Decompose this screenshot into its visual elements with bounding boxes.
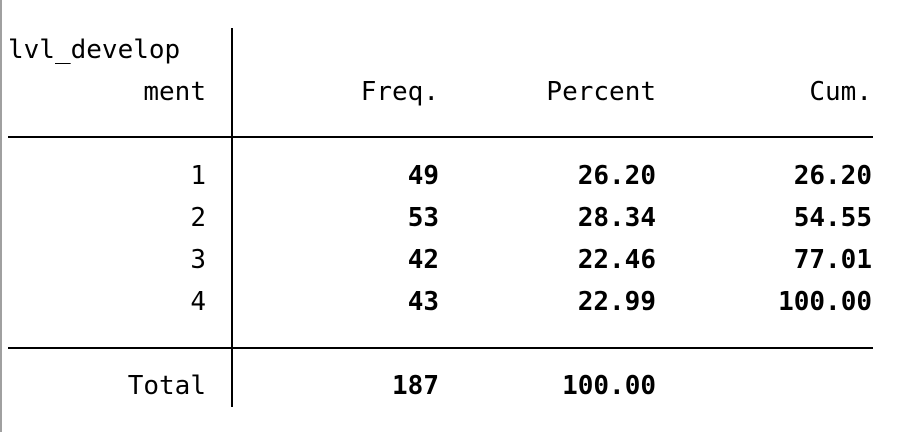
row-freq: 42: [407, 245, 439, 275]
column-header-cum: Cum.: [809, 77, 872, 107]
row-cum: 100.00: [778, 287, 872, 317]
column-header-percent: Percent: [546, 77, 656, 107]
row-value: 3: [190, 245, 206, 275]
column-separator: [231, 28, 233, 407]
variable-header-line-2: ment: [143, 77, 206, 107]
row-freq: 49: [407, 161, 439, 191]
row-cum: 54.55: [793, 203, 872, 233]
row-cum: 77.01: [793, 245, 872, 275]
variable-header-line-1: lvl_develop: [8, 35, 181, 65]
column-header-freq: Freq.: [360, 77, 439, 107]
total-percent: 100.00: [562, 371, 656, 401]
row-percent: 22.99: [577, 287, 656, 317]
row-freq: 53: [407, 203, 439, 233]
header-rule: [8, 136, 873, 138]
row-percent: 26.20: [577, 161, 656, 191]
total-rule: [8, 347, 873, 349]
row-percent: 28.34: [577, 203, 656, 233]
row-value: 4: [190, 287, 206, 317]
row-value: 2: [190, 203, 206, 233]
window-left-border: [0, 0, 2, 432]
row-percent: 22.46: [577, 245, 656, 275]
total-label: Total: [127, 371, 206, 401]
row-cum: 26.20: [793, 161, 872, 191]
row-freq: 43: [407, 287, 439, 317]
total-freq: 187: [392, 371, 439, 401]
row-value: 1: [190, 161, 206, 191]
